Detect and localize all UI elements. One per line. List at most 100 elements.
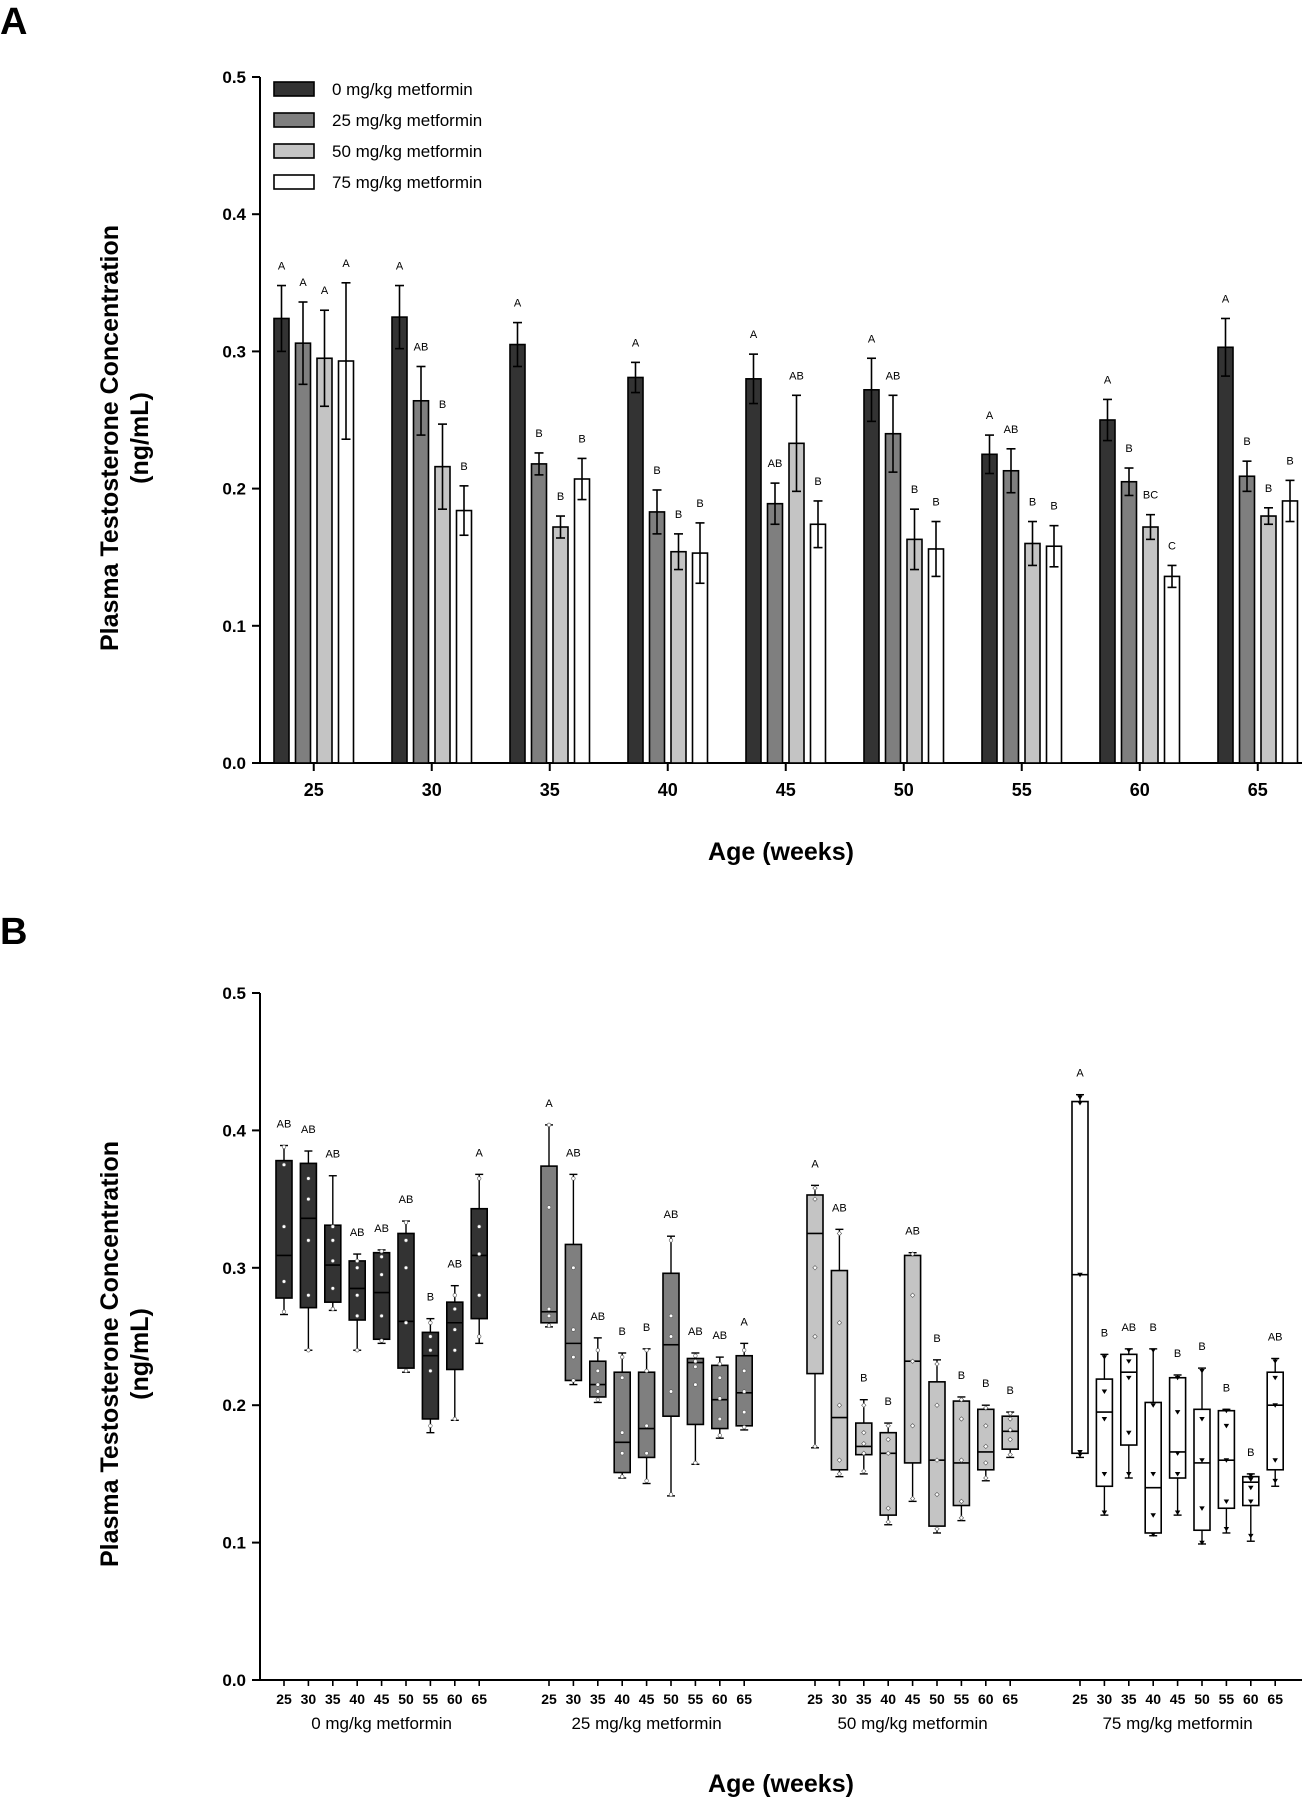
significance-label: B xyxy=(1050,501,1057,513)
data-point xyxy=(477,1251,482,1257)
data-point xyxy=(330,1224,335,1229)
panel-b-x-tick-label: 35 xyxy=(1121,1691,1137,1707)
data-point xyxy=(885,1423,891,1429)
box xyxy=(421,1331,440,1420)
significance-label: AB xyxy=(277,1119,292,1131)
significance-label: AB xyxy=(325,1149,340,1161)
legend-entry: 0 mg/kg metformin xyxy=(332,80,473,99)
data-point xyxy=(958,1457,965,1463)
legend-entry: 25 mg/kg metformin xyxy=(332,111,482,130)
significance-label: BC xyxy=(1143,490,1158,502)
data-point xyxy=(668,1238,674,1243)
data-point xyxy=(1199,1368,1205,1374)
panel-b-x-tick-label: 25 xyxy=(541,1691,557,1707)
bar xyxy=(455,509,473,764)
significance-label: B xyxy=(427,1292,434,1304)
panel-b-group-label: 25 mg/kg metformin xyxy=(571,1714,721,1733)
data-point xyxy=(1223,1526,1230,1532)
data-point xyxy=(934,1361,940,1367)
data-point xyxy=(620,1375,625,1380)
data-point xyxy=(1199,1540,1205,1546)
data-point xyxy=(281,1144,287,1149)
data-point xyxy=(1126,1359,1132,1364)
data-point xyxy=(717,1416,722,1422)
data-point xyxy=(1077,1450,1083,1455)
panel-b-x-tick-label: 65 xyxy=(1267,1691,1283,1707)
bar xyxy=(745,378,762,764)
significance-label: B xyxy=(911,484,918,496)
data-point xyxy=(1077,1101,1083,1106)
significance-label: AB xyxy=(447,1259,462,1271)
panel-b-y-label: Plasma Testosterone Concentration xyxy=(96,1141,124,1567)
legend-swatch xyxy=(273,174,315,190)
box xyxy=(470,1207,489,1320)
data-point xyxy=(668,1313,674,1318)
data-point xyxy=(452,1327,457,1332)
significance-label: B xyxy=(1198,1341,1205,1353)
data-point xyxy=(1150,1403,1156,1408)
significance-label: B xyxy=(1029,497,1036,509)
panel-b-y-tick-label: 0.2 xyxy=(222,1396,246,1415)
box xyxy=(806,1194,824,1375)
significance-label: A xyxy=(278,261,286,273)
data-point xyxy=(620,1474,625,1479)
panel-b-x-tick-label: 35 xyxy=(325,1691,341,1707)
data-point xyxy=(934,1491,940,1498)
data-point xyxy=(1248,1485,1254,1491)
panel-b-x-tick-label: 60 xyxy=(447,1691,463,1707)
data-point xyxy=(330,1258,335,1264)
data-point xyxy=(1223,1499,1230,1504)
data-point xyxy=(717,1361,722,1367)
data-point xyxy=(644,1368,649,1373)
panel-b-x-tick-label: 60 xyxy=(978,1691,994,1707)
significance-label: A xyxy=(1104,374,1112,386)
data-point xyxy=(355,1313,360,1318)
data-point xyxy=(306,1196,311,1202)
bar xyxy=(316,357,333,764)
data-point xyxy=(571,1327,576,1332)
panel-a-x-tick-label: 60 xyxy=(1130,780,1150,800)
panel-a-legend: 0 mg/kg metformin 25 mg/kg metformin 50 mg… xyxy=(273,80,482,192)
bar xyxy=(981,453,998,764)
significance-label: B xyxy=(1125,443,1132,455)
data-point xyxy=(861,1402,867,1408)
bar xyxy=(1217,346,1234,764)
significance-label: AB xyxy=(688,1326,703,1338)
data-point xyxy=(1272,1375,1278,1381)
bar xyxy=(906,538,923,764)
panel-b-x-tick-label: 40 xyxy=(880,1691,896,1707)
data-point xyxy=(571,1265,576,1270)
bar xyxy=(1281,500,1299,764)
significance-label: B xyxy=(958,1370,965,1382)
data-point xyxy=(1174,1451,1181,1456)
significance-label: A xyxy=(632,337,640,349)
data-point xyxy=(355,1265,360,1270)
data-point xyxy=(571,1176,576,1181)
panel-a-x-tick-label: 35 xyxy=(540,780,560,800)
panel-b-y-tick-label: 0.3 xyxy=(222,1259,246,1278)
significance-label: A xyxy=(476,1147,484,1159)
box xyxy=(1120,1353,1138,1446)
data-point xyxy=(812,1265,818,1271)
box xyxy=(637,1371,656,1459)
significance-label: AB xyxy=(886,370,901,382)
significance-label: AB xyxy=(712,1330,727,1342)
data-point xyxy=(1174,1410,1181,1415)
bar xyxy=(294,342,312,764)
panel-b-x-tick-label: 50 xyxy=(663,1691,679,1707)
data-point xyxy=(428,1423,433,1428)
data-point xyxy=(861,1468,867,1474)
bar xyxy=(691,552,709,764)
data-point xyxy=(1174,1375,1181,1381)
significance-label: B xyxy=(653,465,660,477)
data-point xyxy=(1126,1430,1132,1436)
significance-label: B xyxy=(1243,436,1250,448)
bar xyxy=(552,526,569,764)
data-point xyxy=(885,1505,891,1511)
data-point xyxy=(595,1389,600,1394)
box xyxy=(686,1357,705,1426)
significance-label: B xyxy=(1223,1382,1230,1394)
significance-label: B xyxy=(578,433,585,445)
panel-b-x-tick-label: 60 xyxy=(712,1691,728,1707)
panel-b-x-tick-label: 45 xyxy=(374,1691,390,1707)
